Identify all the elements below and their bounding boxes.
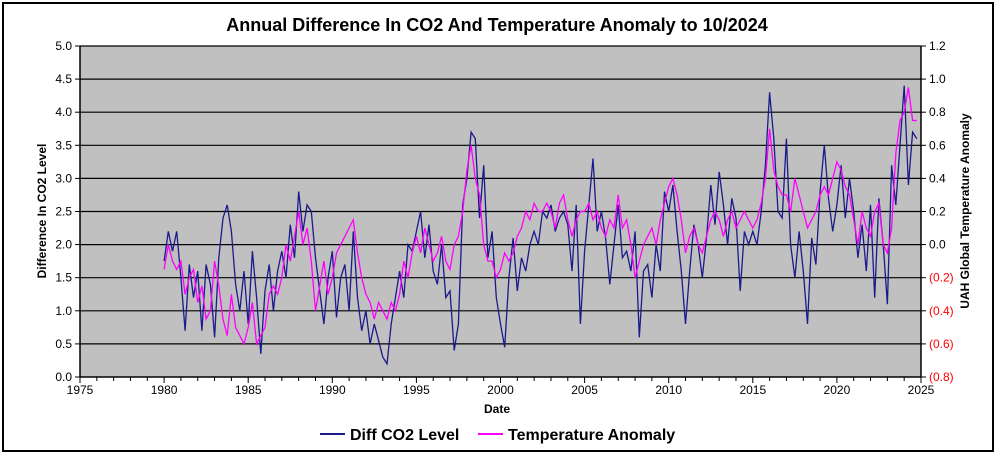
y2-tick-label: 0.0: [929, 238, 946, 252]
x-tick-label: 1975: [67, 383, 94, 397]
y-tick-label: 5.0: [55, 39, 72, 53]
x-tick-label: 1995: [403, 383, 430, 397]
y2-tick-label: 0.6: [929, 138, 946, 152]
y2-tick-label: 1.0: [929, 72, 946, 86]
series-line-temperature: [163, 87, 917, 347]
y-tick-label: 4.0: [55, 105, 72, 119]
y-tick-label: 1.5: [55, 271, 72, 285]
y-tick-label: 3.5: [55, 138, 72, 152]
legend-label-co2: Diff CO2 Level: [350, 427, 459, 444]
y2-tick-label: 1.2: [929, 39, 946, 53]
x-tick-label: 2000: [487, 383, 514, 397]
y2-tick-label: (0.4): [929, 304, 954, 318]
x-tick-label: 2025: [908, 383, 935, 397]
chart-title: Annual Difference In CO2 And Temperature…: [226, 15, 767, 35]
x-tick-label: 1985: [235, 383, 262, 397]
y2-tick-label: (0.6): [929, 337, 954, 351]
y-tick-label: 0.5: [55, 337, 72, 351]
y2-tick-label: 0.2: [929, 205, 946, 219]
y2-tick-label: 0.4: [929, 171, 946, 185]
series-line-co2: [163, 85, 918, 366]
x-tick-label: 2005: [571, 383, 598, 397]
y-tick-label: 4.5: [55, 72, 72, 86]
y2-axis-label: UAH Global Temperature Anomaly: [958, 113, 972, 309]
x-tick-label: 2010: [655, 383, 682, 397]
x-axis-label: Date: [484, 402, 510, 416]
y-tick-label: 3.0: [55, 171, 72, 185]
x-tick-label: 1990: [319, 383, 346, 397]
x-tick-label: 1980: [151, 383, 178, 397]
y-tick-label: 1.0: [55, 304, 72, 318]
y-tick-label: 2.5: [55, 205, 72, 219]
x-tick-label: 2020: [824, 383, 851, 397]
y-tick-label: 0.0: [55, 370, 72, 384]
y-tick-label: 2.0: [55, 238, 72, 252]
y2-tick-label: (0.2): [929, 271, 954, 285]
x-tick-label: 2015: [739, 383, 766, 397]
y2-tick-label: (0.8): [929, 370, 954, 384]
y-axis-label: Difference In CO2 Level: [35, 144, 49, 279]
y2-tick-label: 0.8: [929, 105, 946, 119]
legend-label-temp: Temperature Anomaly: [508, 427, 675, 444]
legend: Diff CO2 Level Temperature Anomaly: [320, 427, 675, 444]
